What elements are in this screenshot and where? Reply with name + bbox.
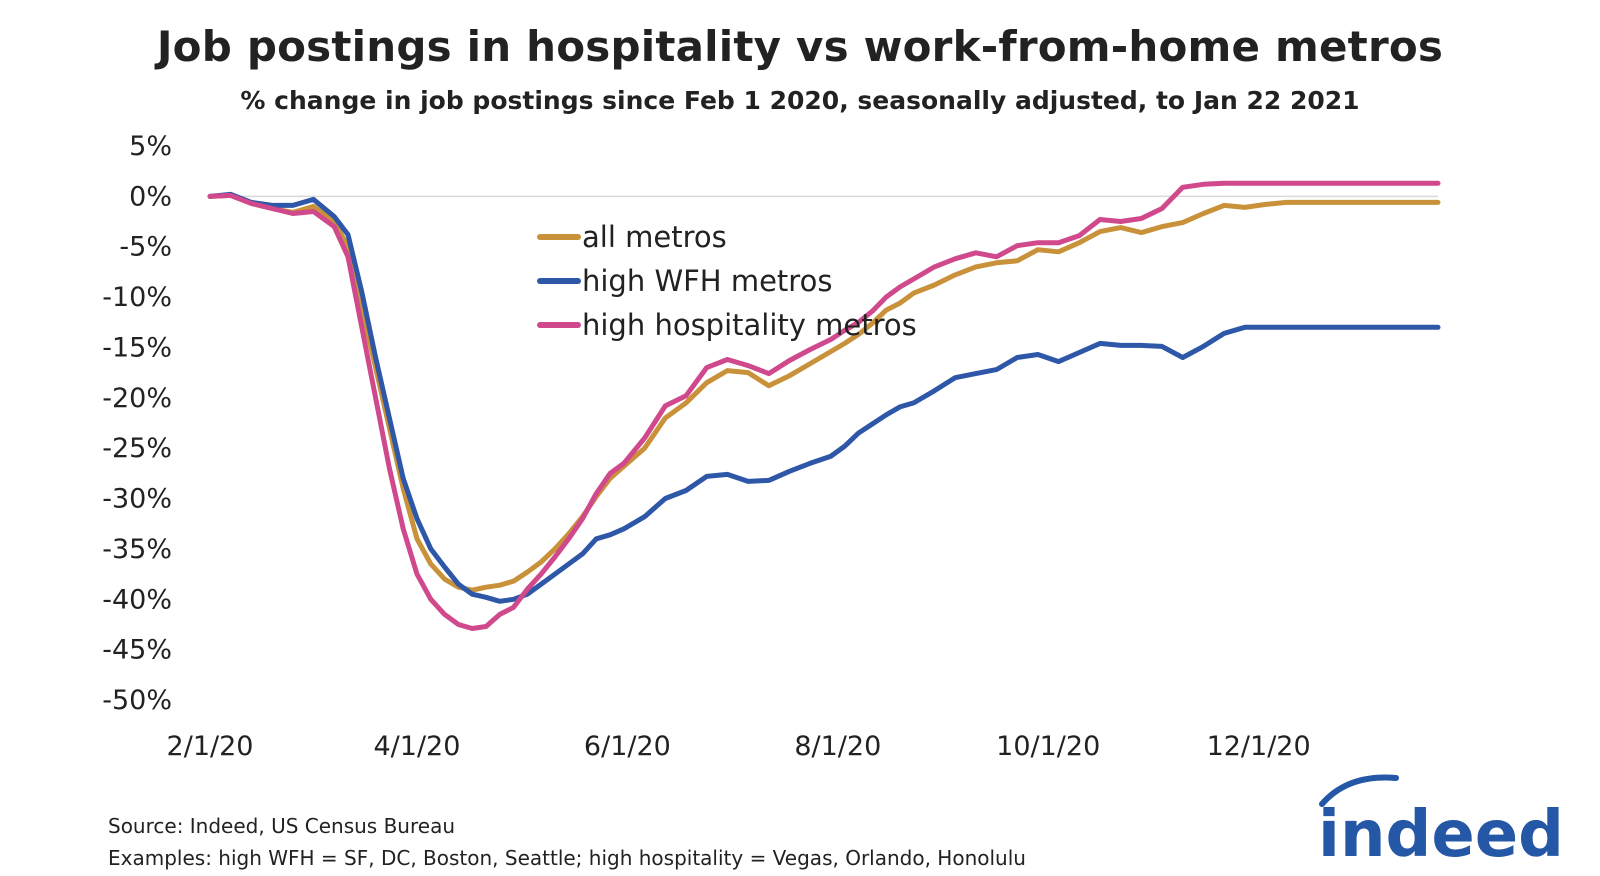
legend-label: high hospitality metros [582, 308, 917, 342]
x-tick-label: 4/1/20 [374, 731, 461, 762]
indeed-logo-text: indeed [1318, 798, 1564, 867]
y-tick-label: -25% [102, 433, 172, 464]
y-tick-label: -45% [102, 635, 172, 666]
indeed-logo-arc [1319, 774, 1399, 807]
y-tick-label: -50% [102, 685, 172, 716]
y-tick-label: -15% [102, 332, 172, 363]
x-tick-label: 10/1/20 [996, 731, 1100, 762]
y-tick-label: -20% [102, 383, 172, 414]
y-tick-label: -10% [102, 282, 172, 313]
y-tick-label: -30% [102, 484, 172, 515]
x-tick-label: 6/1/20 [584, 731, 671, 762]
y-tick-label: -35% [102, 534, 172, 565]
series-line-2 [207, 191, 1441, 604]
chart-subtitle: % change in job postings since Feb 1 202… [240, 86, 1360, 115]
y-tick-label: 0% [129, 181, 172, 212]
y-tick-label: -40% [102, 584, 172, 615]
legend-label: all metros [582, 220, 727, 254]
series-line-3 [207, 180, 1441, 631]
x-tick-label: 2/1/20 [167, 731, 254, 762]
series-line-1 [207, 192, 1441, 593]
y-tick-label: -5% [119, 232, 172, 263]
examples-note: Examples: high WFH = SF, DC, Boston, Sea… [108, 846, 1026, 870]
y-tick-label: 5% [129, 131, 172, 162]
legend-label: high WFH metros [582, 264, 832, 298]
x-tick-label: 12/1/20 [1207, 731, 1311, 762]
indeed-logo: indeed [1318, 774, 1564, 867]
x-tick-label: 8/1/20 [794, 731, 881, 762]
chart-title: Job postings in hospitality vs work-from… [156, 22, 1444, 71]
source-note: Source: Indeed, US Census Bureau [108, 814, 456, 838]
